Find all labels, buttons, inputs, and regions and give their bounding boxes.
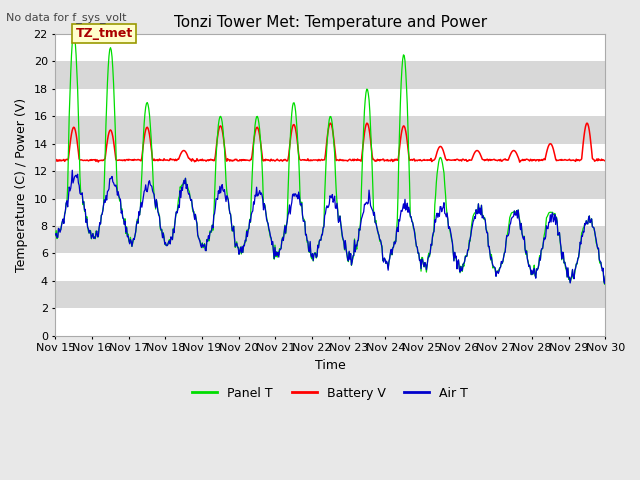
Legend: Panel T, Battery V, Air T: Panel T, Battery V, Air T — [188, 382, 474, 405]
Title: Tonzi Tower Met: Temperature and Power: Tonzi Tower Met: Temperature and Power — [174, 15, 487, 30]
Bar — [56, 199, 605, 226]
Bar — [56, 171, 605, 199]
Bar — [56, 89, 605, 116]
Y-axis label: Temperature (C) / Power (V): Temperature (C) / Power (V) — [15, 98, 28, 272]
Bar — [56, 116, 605, 144]
Bar — [56, 226, 605, 253]
Bar — [56, 281, 605, 308]
Text: TZ_tmet: TZ_tmet — [76, 27, 133, 40]
Bar — [56, 61, 605, 89]
X-axis label: Time: Time — [315, 359, 346, 372]
Bar — [56, 34, 605, 61]
Bar — [56, 308, 605, 336]
Bar — [56, 253, 605, 281]
Bar — [56, 144, 605, 171]
Text: No data for f_sys_volt: No data for f_sys_volt — [6, 12, 127, 23]
